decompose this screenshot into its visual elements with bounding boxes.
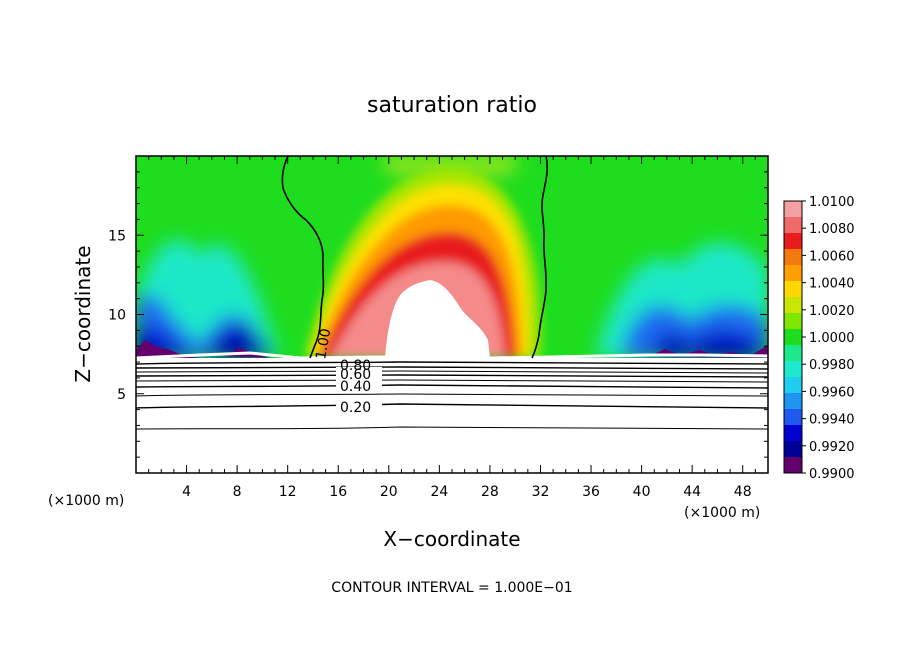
x-tick-label-44: 44 — [683, 484, 701, 500]
contour-labels: 1.00 0.80 0.60 0.40 0.20 — [313, 327, 382, 416]
colorbar-label: 0.9900 — [809, 467, 855, 482]
field-region-cyan-top — [380, 156, 520, 175]
x-tick-label-8: 8 — [233, 484, 242, 500]
x-tick-label-48: 48 — [734, 484, 752, 500]
contour-line-0-80 — [136, 366, 768, 370]
colorbar-segment — [784, 361, 802, 378]
contour-label-0-40: 0.40 — [340, 379, 371, 395]
colorbar-segment — [784, 393, 802, 410]
x-unit-label-left: (×1000 m) — [48, 493, 124, 509]
colorbar-segment — [784, 265, 802, 282]
field-region-darkblue-right — [650, 330, 768, 358]
colorbar-segment — [784, 297, 802, 314]
colorbar-segment — [784, 377, 802, 394]
x-tick-label-16: 16 — [329, 484, 347, 500]
y-axis-label: Z−coordinate — [71, 245, 95, 382]
y-tick-label-10: 10 — [108, 308, 126, 324]
contour-line-0-70 — [136, 370, 768, 374]
colorbar-segment — [784, 329, 802, 346]
colorbar-label: 0.9980 — [809, 358, 855, 373]
colorbar-segment — [784, 457, 802, 474]
contour-label-1-00: 1.00 — [313, 327, 334, 360]
y-tick-label-15: 15 — [108, 228, 126, 244]
x-unit-label-right: (×1000 m) — [684, 505, 760, 521]
contour-line-0-50 — [136, 379, 768, 383]
x-axis-label: X−coordinate — [383, 527, 520, 551]
colorbar-segment — [784, 425, 802, 442]
colorbar-label: 0.9920 — [809, 440, 855, 455]
colorbar-segment — [784, 217, 802, 234]
x-tick-label-32: 32 — [532, 484, 550, 500]
colorbar: 1.0100 1.0080 1.0060 1.0040 1.0020 1.0000 0.99… — [783, 195, 855, 482]
colorbar-segment — [784, 281, 802, 298]
colorbar-segment — [784, 313, 802, 330]
field-region-darkblue-left-2 — [205, 324, 275, 358]
heatmap-field — [136, 156, 768, 473]
colorbar-label: 1.0060 — [809, 249, 855, 264]
colorbar-label: 0.9940 — [809, 413, 855, 428]
y-tick-label-5: 5 — [117, 387, 126, 403]
contour-label-0-80: 0.80 — [340, 358, 371, 374]
contour-label-0-60: 0.60 — [340, 367, 371, 383]
x-tick-label-36: 36 — [582, 484, 600, 500]
colorbar-label: 1.0020 — [809, 304, 855, 319]
contour-label-0-40-bg — [336, 378, 382, 392]
contour-line-0-20 — [136, 403, 768, 409]
x-tick-label-28: 28 — [481, 484, 499, 500]
cloud-free-region — [136, 358, 768, 473]
colorbar-label: 0.9960 — [809, 385, 855, 400]
x-tick-label-24: 24 — [430, 484, 448, 500]
x-tick-label-4: 4 — [182, 484, 191, 500]
contour-line-0-60 — [136, 374, 768, 378]
colorbar-segment — [784, 345, 802, 362]
contour-line-0-40 — [136, 384, 768, 389]
contour-label-0-60-bg — [336, 367, 382, 379]
colorbar-segment — [784, 409, 802, 426]
colorbar-label: 1.0040 — [809, 277, 855, 292]
contour-line-0-90 — [136, 361, 768, 365]
colorbar-label: 1.0100 — [809, 195, 855, 210]
contour-label-0-20-bg — [336, 398, 382, 414]
contour-line-1-00-right — [531, 156, 549, 359]
contour-line-0-10 — [136, 426, 768, 430]
contour-interval-note: CONTOUR INTERVAL = 1.000E−01 — [331, 580, 572, 596]
colorbar-segment — [784, 233, 802, 250]
x-tick-label-20: 20 — [380, 484, 398, 500]
colorbar-segment — [784, 249, 802, 266]
contour-line-1-00-left — [281, 156, 325, 359]
chart-title: saturation ratio — [367, 93, 537, 118]
colorbar-label: 1.0080 — [809, 222, 855, 237]
cloud-base-edge — [136, 351, 768, 360]
contour-label-0-20: 0.20 — [340, 400, 371, 416]
contour-lines — [136, 156, 768, 430]
x-tick-label-40: 40 — [633, 484, 651, 500]
colorbar-label: 1.0000 — [809, 331, 855, 346]
colorbar-segment — [784, 201, 802, 218]
colorbar-segment — [784, 441, 802, 458]
field-region-saturated-core — [385, 280, 490, 358]
x-tick-label-12: 12 — [279, 484, 297, 500]
